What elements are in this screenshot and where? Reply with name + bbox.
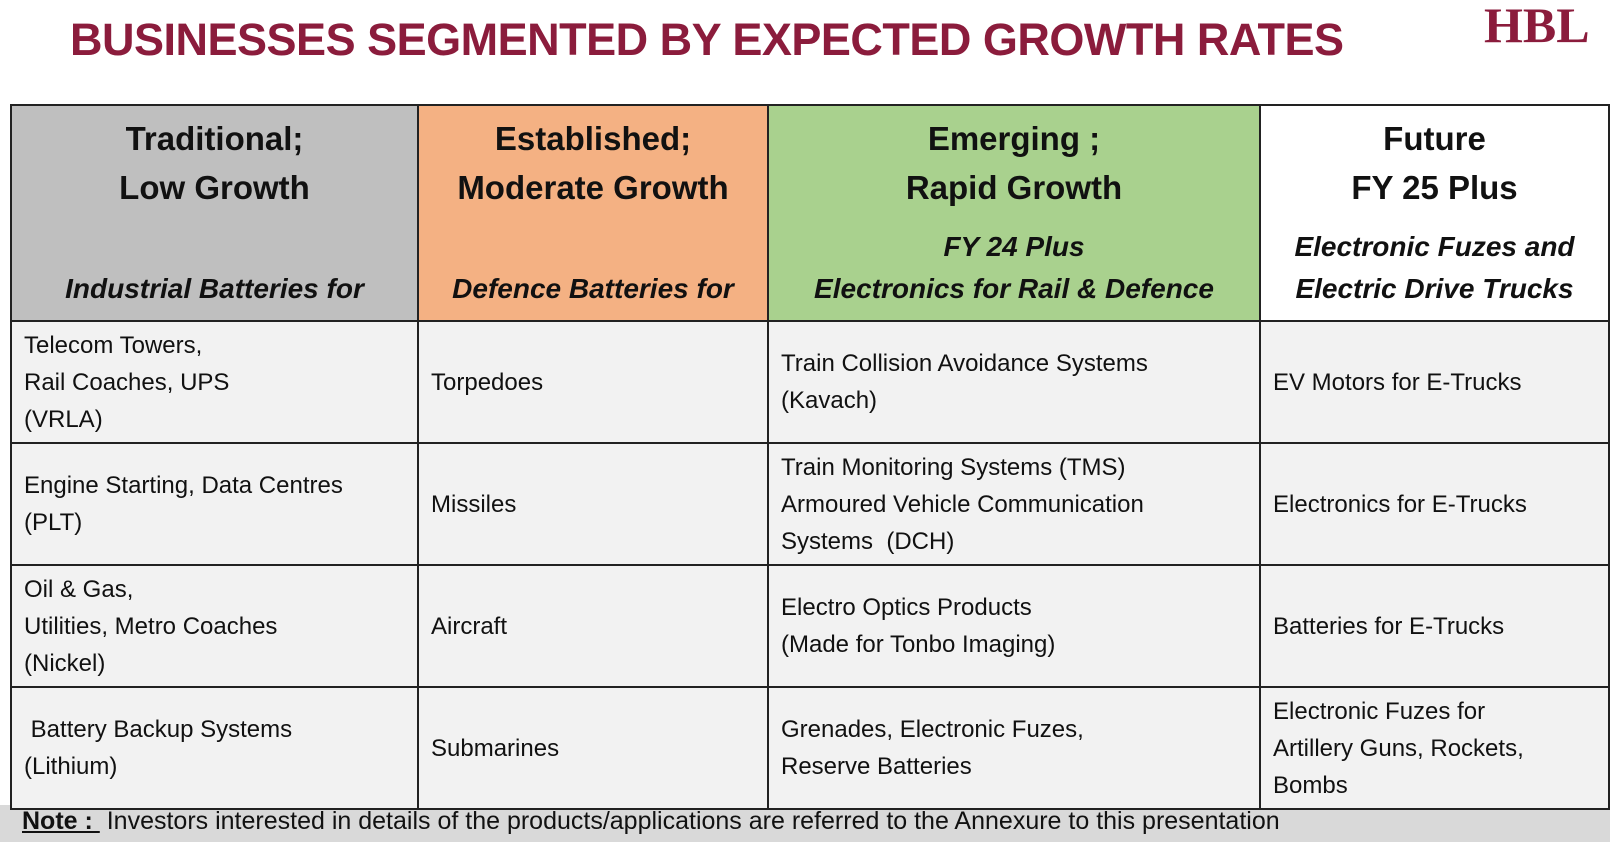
table-cell: Electronics for E-Trucks [1259, 442, 1610, 566]
cell-line: Train Collision Avoidance Systems [781, 350, 1148, 377]
header-title-line: FY 25 Plus [1351, 169, 1518, 206]
segment-table: Traditional; Low Growth Industrial Batteri… [10, 104, 1610, 810]
header-title: Established; Moderate Growth [425, 114, 761, 212]
cell-line: Battery Backup Systems [24, 716, 293, 743]
header-title-line: Emerging ; [927, 120, 1101, 157]
header-title-line: Traditional; [125, 120, 304, 157]
header-subtitle-line: Defence Batteries for [452, 273, 734, 304]
header-subtitle-line: Industrial Batteries for [65, 273, 364, 304]
header-title: Emerging ; Rapid Growth [775, 114, 1253, 212]
page-title: BUSINESSES SEGMENTED BY EXPECTED GROWTH … [70, 14, 1344, 65]
header-subtitle-line: Electronic Fuzes and [1294, 231, 1575, 262]
cell-line: (Nickel) [24, 649, 106, 677]
cell-line: Submarines [431, 734, 560, 762]
table-cell: Battery Backup Systems (Lithium) [10, 686, 419, 810]
table-cell: Batteries for E-Trucks [1259, 564, 1610, 688]
header-title-line: Moderate Growth [457, 169, 729, 206]
cell-line: Electronic Fuzes for [1273, 697, 1486, 725]
table-cell: Submarines [417, 686, 769, 810]
table-cell: Torpedoes [417, 320, 769, 444]
column-header: Emerging ; Rapid Growth FY 24 Plus Electron… [767, 104, 1261, 322]
header-subtitle: Industrial Batteries for [18, 268, 411, 310]
cell-line: Train Monitoring Systems (TMS) [781, 453, 1126, 481]
header-subtitle-line: Electronics for Rail & Defence [814, 273, 1214, 304]
cell-line: EV Motors for E-Trucks [1273, 368, 1522, 396]
header-title-line: Rapid Growth [905, 169, 1123, 206]
cell-line: Rail Coaches, UPS [24, 368, 230, 396]
table-cell: Missiles [417, 442, 769, 566]
cell-line: (Kavach) [781, 387, 878, 414]
cell-line: (PLT) [24, 509, 83, 536]
cell-line: (VRLA) [24, 405, 103, 433]
table-row: Telecom Towers, Rail Coaches, UPS (VRLA) To… [10, 320, 1610, 444]
header-title-line: Established; [494, 120, 692, 157]
header-subtitle-line: FY 24 Plus [943, 231, 1085, 262]
cell-line: Electronics for E-Trucks [1273, 490, 1527, 518]
note-text: Investors interested in details of the p… [99, 807, 1280, 835]
header-title-line: Future [1383, 120, 1486, 157]
table-cell: Oil & Gas, Utilities, Metro Coaches (Nicke… [10, 564, 419, 688]
cell-line: Systems (DCH) [781, 527, 955, 555]
cell-line: Electro Optics Products [781, 594, 1032, 621]
table-cell: Engine Starting, Data Centres (PLT) [10, 442, 419, 566]
table-cell: Grenades, Electronic Fuzes, Reserve Batte… [767, 686, 1261, 810]
header-title: Traditional; Low Growth [18, 114, 411, 212]
note-label: Note : [22, 807, 100, 835]
header-subtitle-line: Electric Drive Trucks [1295, 273, 1574, 304]
table-row: Oil & Gas, Utilities, Metro Coaches (Nicke… [10, 564, 1610, 688]
header-content: Traditional; Low Growth Industrial Batteri… [18, 114, 411, 310]
column-header: Traditional; Low Growth Industrial Batteri… [10, 104, 419, 322]
table-cell: Aircraft [417, 564, 769, 688]
cell-line: Torpedoes [431, 368, 544, 396]
table-cell: Train Monitoring Systems (TMS) Armoured V… [767, 442, 1261, 566]
table-cell: Electro Optics Products (Made for Tonbo I… [767, 564, 1261, 688]
cell-line: Telecom Towers, [24, 331, 203, 359]
column-header: Future FY 25 Plus Electronic Fuzes and Elec… [1259, 104, 1610, 322]
column-header: Established; Moderate Growth Defence Batte… [417, 104, 769, 322]
table-cell: Telecom Towers, Rail Coaches, UPS (VRLA) [10, 320, 419, 444]
header-content: Established; Moderate Growth Defence Batte… [425, 114, 761, 310]
cell-line: Missiles [431, 490, 517, 518]
cell-line: (Made for Tonbo Imaging) [781, 631, 1056, 658]
header-title: Future FY 25 Plus [1267, 114, 1602, 212]
cell-line: Aircraft [431, 612, 508, 640]
header-subtitle: Defence Batteries for [425, 268, 761, 310]
cell-line: Batteries for E-Trucks [1273, 612, 1505, 640]
cell-line: Artillery Guns, Rockets, [1273, 734, 1524, 762]
cell-line: Utilities, Metro Coaches [24, 612, 278, 640]
cell-line: Reserve Batteries [781, 753, 972, 780]
table-cell: EV Motors for E-Trucks [1259, 320, 1610, 444]
cell-line: (Lithium) [24, 753, 118, 780]
table-cell: Electronic Fuzes for Artillery Guns, Rock… [1259, 686, 1610, 810]
cell-line: Grenades, Electronic Fuzes, [781, 716, 1084, 743]
header-subtitle: FY 24 Plus Electronics for Rail & Defence [775, 226, 1253, 310]
header-title-line: Low Growth [119, 169, 310, 206]
footer-band [0, 805, 1610, 842]
cell-line: Oil & Gas, [24, 575, 134, 603]
cell-line: Bombs [1273, 771, 1348, 799]
note: Note : Investors interested in details o… [22, 805, 1280, 837]
cell-line: Engine Starting, Data Centres [24, 472, 343, 499]
table-row: Engine Starting, Data Centres (PLT) Missil… [10, 442, 1610, 566]
table-cell: Train Collision Avoidance Systems (Kavach… [767, 320, 1261, 444]
header-row: Traditional; Low Growth Industrial Batteri… [10, 104, 1610, 322]
cell-line: Armoured Vehicle Communication [781, 490, 1144, 518]
header-content: Future FY 25 Plus Electronic Fuzes and Elec… [1267, 114, 1602, 310]
header-content: Emerging ; Rapid Growth FY 24 Plus Electron… [775, 114, 1253, 310]
logo: HBL [1484, 0, 1590, 53]
table-row: Battery Backup Systems (Lithium) Submarine… [10, 686, 1610, 810]
header-subtitle: Electronic Fuzes and Electric Drive Truck… [1267, 226, 1602, 310]
